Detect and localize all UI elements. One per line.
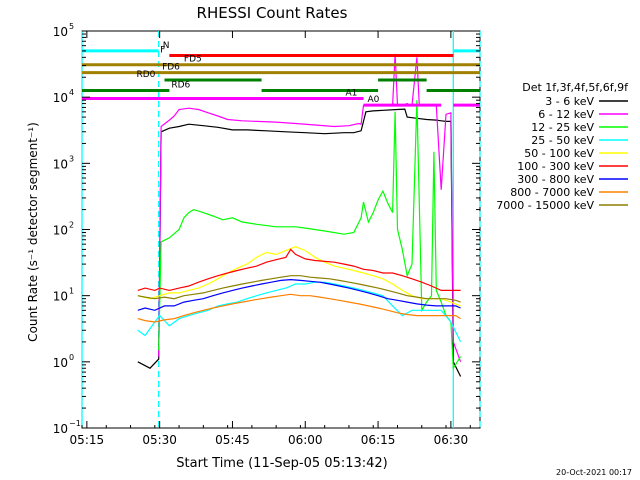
x-tick-label-3: 06:00 (288, 433, 323, 447)
legend-label-2: 12 - 25 keV (531, 121, 594, 134)
series-line-7 (137, 293, 461, 323)
legend-label-8: 7000 - 15000 keV (496, 199, 594, 212)
status-bar-label-4: RD0 (137, 70, 156, 80)
y-tick-exponent-1: 0 (69, 353, 74, 362)
status-bar-label-5: RD6 (171, 81, 190, 91)
footer-date: 20-Oct-2021 00:17 (556, 468, 632, 477)
legend-label-5: 100 - 300 keV (517, 160, 594, 173)
legend-title: Det 1f,3f,4f,5f,6f,9f (522, 81, 629, 94)
legend-label-1: 6 - 12 keV (538, 108, 594, 121)
y-tick-exponent-3: 2 (69, 221, 74, 230)
y-axis-label: Count Rate (s⁻¹ detector segment⁻¹) (26, 122, 40, 342)
series-line-4 (137, 246, 461, 307)
y-tick-label-4: 10 (53, 157, 68, 171)
status-bar-label-3: FD6 (162, 63, 180, 73)
y-tick-label-6: 10 (53, 25, 68, 39)
y-tick-exponent-2: 1 (69, 287, 74, 296)
status-bar-label-1: F (160, 45, 165, 55)
series-line-2 (158, 100, 462, 371)
legend-label-7: 800 - 7000 keV (510, 186, 594, 199)
y-tick-exponent-5: 4 (69, 88, 74, 97)
x-tick-label-1: 05:30 (142, 433, 177, 447)
y-tick-label-1: 10 (53, 356, 68, 370)
x-tick-label-0: 05:15 (70, 433, 105, 447)
y-tick-label-0: 10 (53, 422, 68, 436)
legend-label-0: 3 - 6 keV (545, 95, 594, 108)
x-tick-label-4: 06:15 (361, 433, 396, 447)
series-line-0 (137, 108, 462, 377)
status-bar-label-2: FD5 (184, 55, 202, 65)
y-tick-label-5: 10 (53, 91, 68, 105)
status-bar-label-6: A1 (346, 88, 358, 98)
status-bar-label-0: N (163, 41, 170, 51)
series-line-5 (137, 248, 461, 292)
chart-title: RHESSI Count Rates (197, 4, 348, 22)
x-tick-label-2: 05:45 (215, 433, 250, 447)
status-bars: NF FD5 FD6 RD0 RD6 A1 A0 (82, 41, 480, 107)
series-line-6 (137, 278, 461, 311)
legend-label-3: 25 - 50 keV (531, 134, 594, 147)
legend-label-6: 300 - 800 keV (517, 173, 594, 186)
y-tick-label-2: 10 (53, 290, 68, 304)
x-tick-label-5: 06:30 (434, 433, 469, 447)
legend-label-4: 50 - 100 keV (524, 147, 594, 160)
series-line-8 (137, 275, 461, 303)
x-axis-label: Start Time (11-Sep-05 05:13:42) (176, 456, 387, 471)
x-axis-ticks: 05:15 05:30 05:45 06:00 06:15 06:30 (70, 31, 471, 447)
y-tick-exponent-4: 3 (69, 154, 74, 163)
status-bar-label-7: A0 (368, 95, 380, 105)
y-tick-exponent-0: −1 (69, 419, 81, 428)
y-tick-label-3: 10 (53, 224, 68, 238)
y-tick-exponent-6: 5 (69, 22, 74, 31)
